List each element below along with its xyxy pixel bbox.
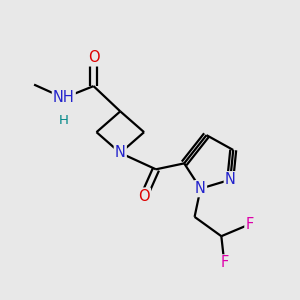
Text: F: F [245,217,254,232]
Text: N: N [195,181,206,196]
Text: NH: NH [53,91,75,106]
Text: N: N [225,172,236,187]
Text: O: O [138,189,150,204]
Text: N: N [115,146,126,160]
Text: F: F [220,255,228,270]
Text: H: H [58,114,68,127]
Text: O: O [88,50,99,65]
